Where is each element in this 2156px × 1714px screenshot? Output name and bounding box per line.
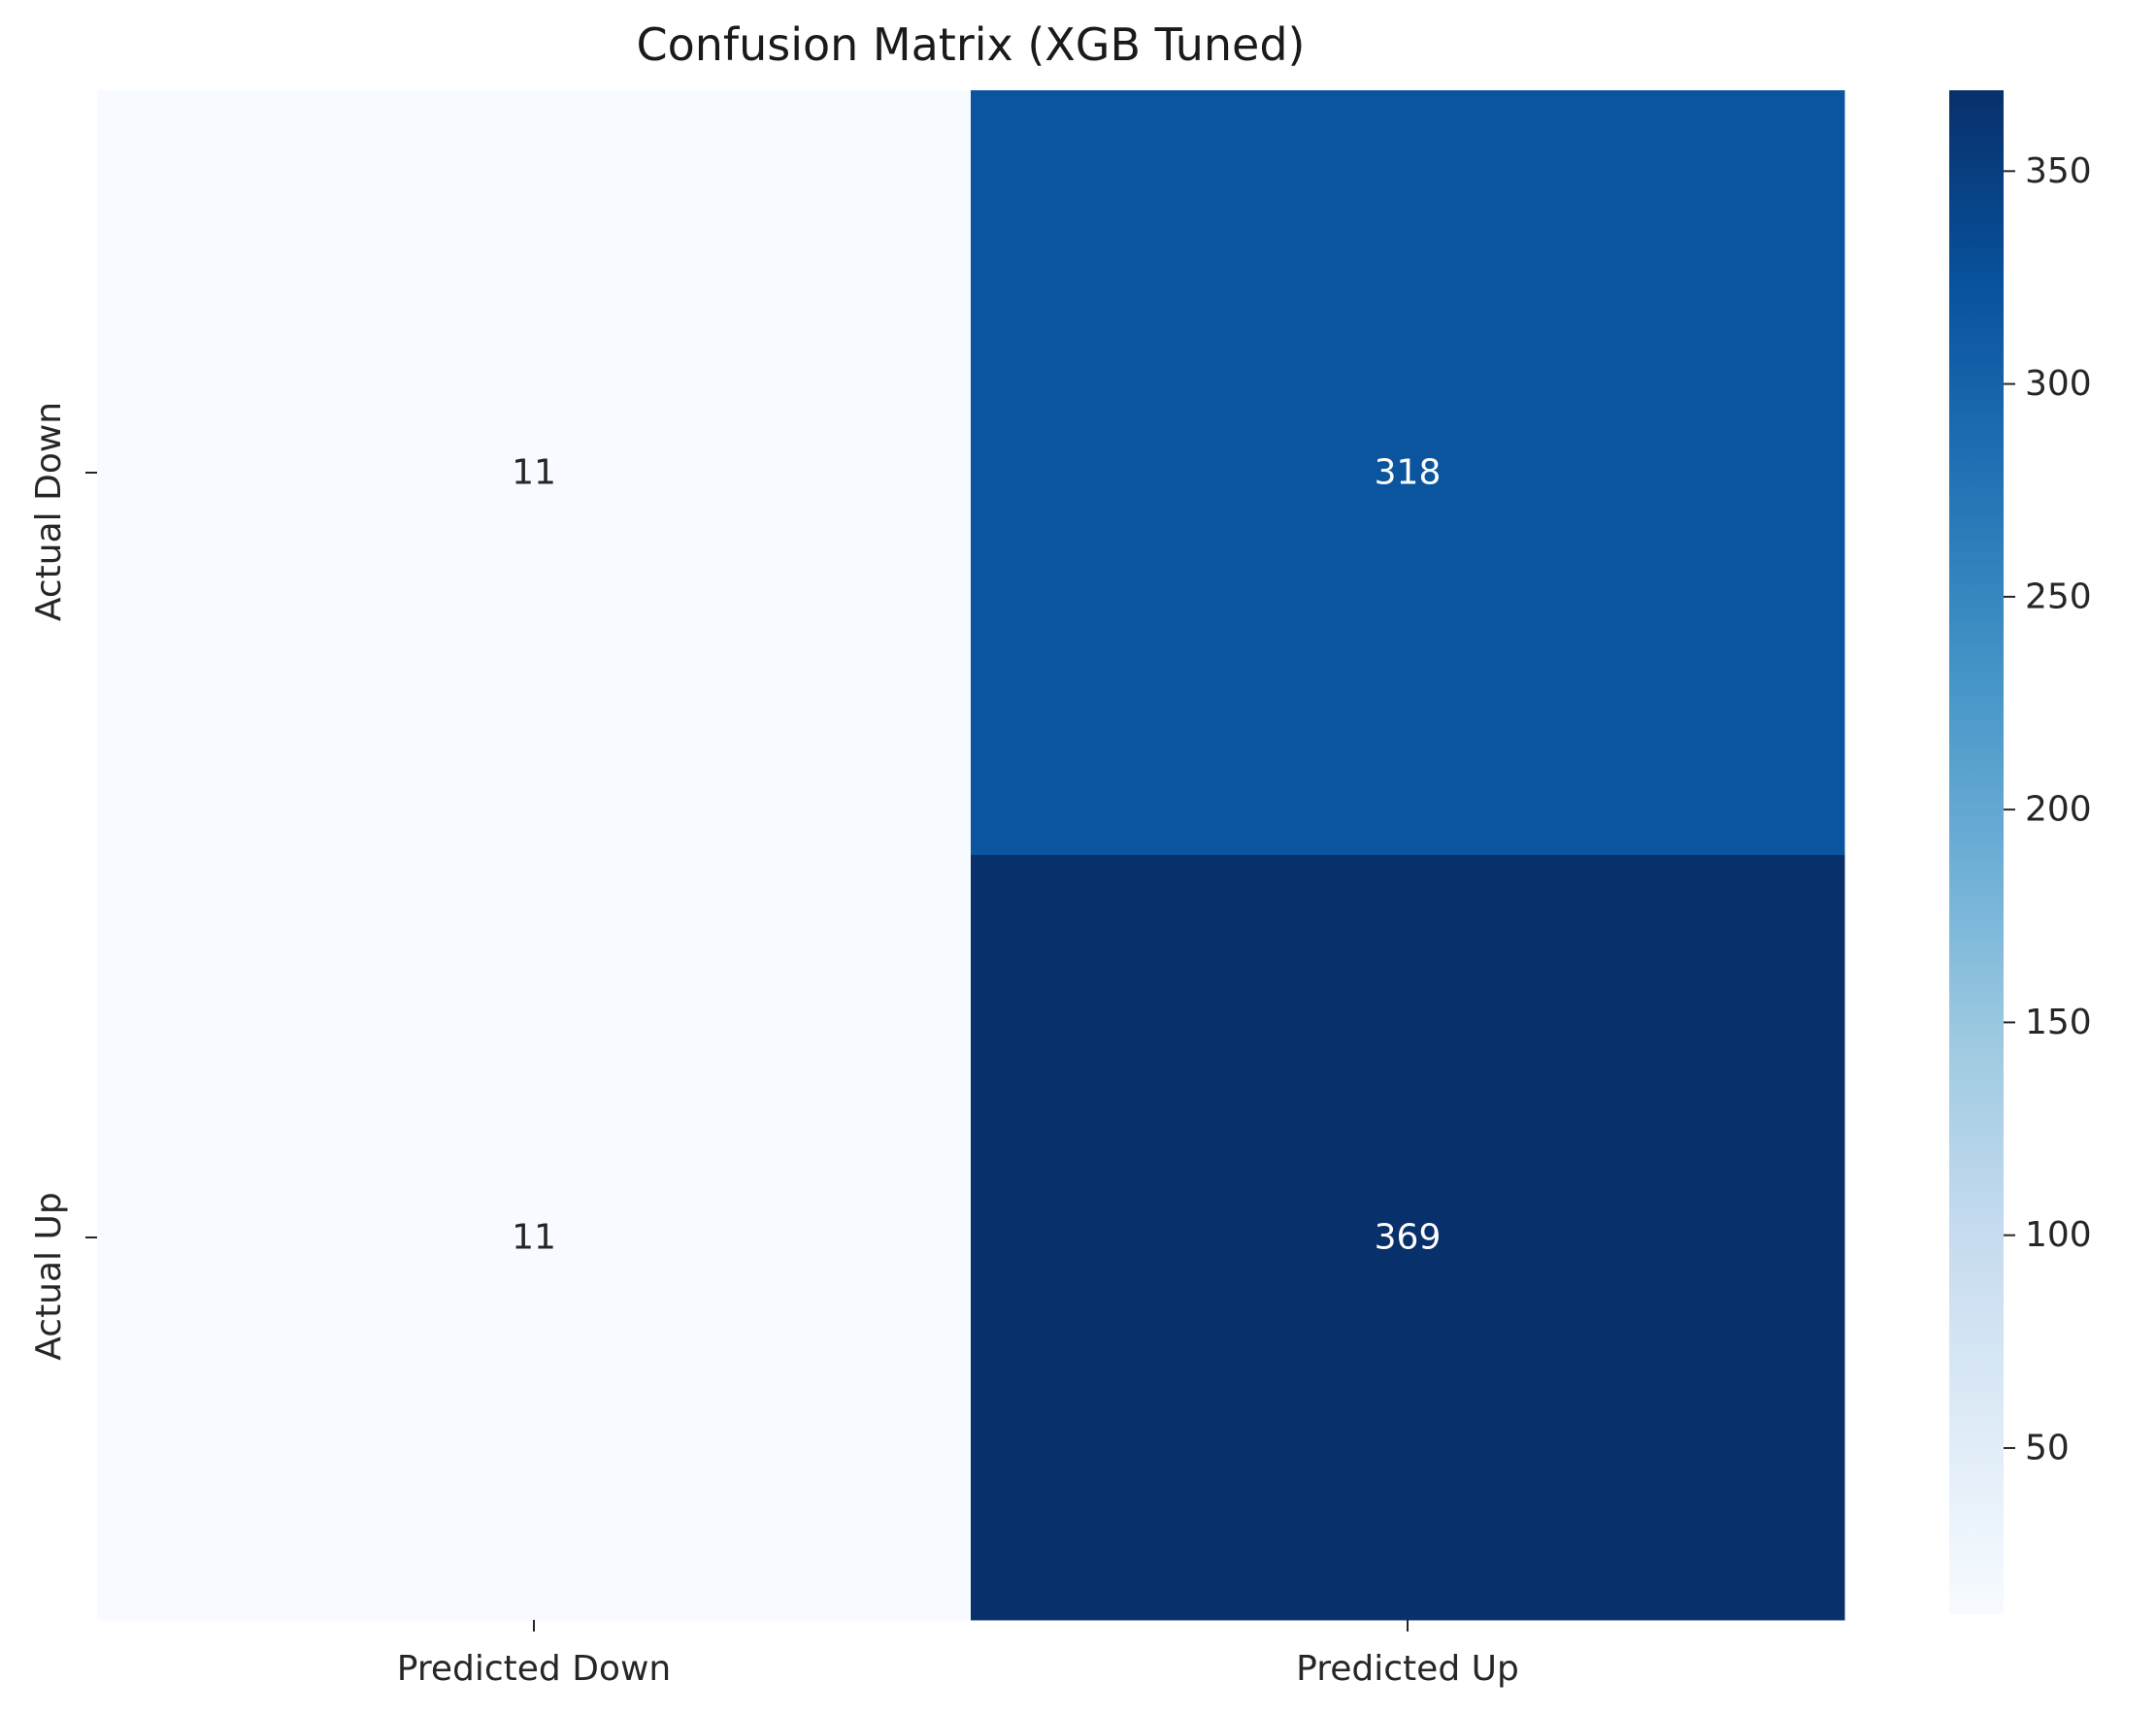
heatmap-cell xyxy=(97,90,972,856)
x-tick-label: Predicted Down xyxy=(397,1649,671,1689)
x-tick-label: Predicted Up xyxy=(1296,1649,1519,1689)
cell-value-label: 11 xyxy=(512,453,556,493)
x-axis: Predicted Down Predicted Up xyxy=(397,1620,1519,1689)
colorbar-tick-label: 300 xyxy=(2025,364,2092,404)
colorbar xyxy=(1949,90,2004,1614)
heatmap-cells xyxy=(97,90,1845,1621)
colorbar-ticks: 50 100 150 200 250 300 350 xyxy=(2004,151,2092,1467)
cell-value-label: 369 xyxy=(1375,1218,1442,1258)
colorbar-tick-label: 50 xyxy=(2025,1428,2070,1467)
heatmap-cell xyxy=(971,855,1845,1621)
chart-title: Confusion Matrix (XGB Tuned) xyxy=(636,18,1305,71)
heatmap-cell xyxy=(97,855,972,1621)
cell-value-label: 11 xyxy=(512,1218,556,1258)
colorbar-gradient xyxy=(1949,90,2004,1614)
y-tick-label: Actual Up xyxy=(29,1192,69,1360)
colorbar-tick-label: 150 xyxy=(2025,1003,2092,1042)
colorbar-tick-label: 200 xyxy=(2025,790,2092,830)
heatmap-cell xyxy=(971,90,1845,856)
cell-value-label: 318 xyxy=(1375,453,1442,493)
y-tick-label: Actual Down xyxy=(29,402,69,621)
colorbar-tick-label: 250 xyxy=(2025,577,2092,616)
colorbar-tick-label: 350 xyxy=(2025,151,2092,191)
y-axis: Actual Down Actual Up xyxy=(29,402,97,1361)
colorbar-tick-label: 100 xyxy=(2025,1215,2092,1255)
heatmap-annotations: 11 318 11 369 xyxy=(512,453,1441,1258)
